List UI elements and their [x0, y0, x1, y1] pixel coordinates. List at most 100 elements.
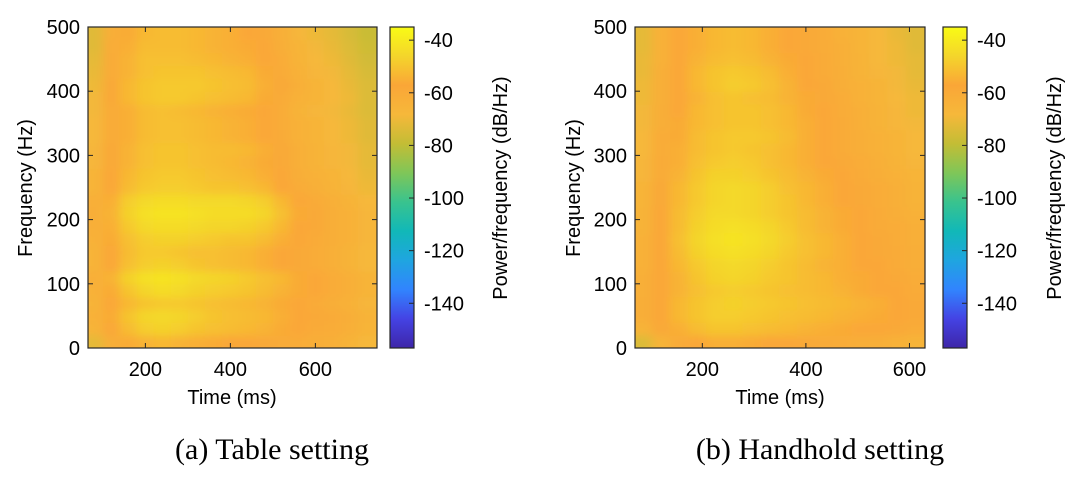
heatmap-cell: [88, 52, 104, 67]
heatmap-cell: [170, 219, 189, 234]
colorbar-tick-label: -80: [424, 135, 453, 157]
heatmap-cell: [905, 245, 925, 259]
heatmap-cell: [238, 168, 257, 182]
heatmap-cell: [669, 206, 689, 221]
heatmap-cell: [357, 219, 377, 234]
heatmap-cell: [869, 206, 889, 221]
heatmap-cell: [170, 258, 189, 272]
heatmap-cell: [187, 91, 206, 105]
heatmap-cell: [88, 245, 104, 259]
heatmap-cell: [778, 27, 798, 41]
colorbar-tick-label: -140: [424, 293, 464, 315]
heatmap-cell: [102, 309, 121, 323]
heatmap-cell: [833, 232, 852, 246]
heatmap-cell: [905, 155, 925, 169]
heatmap-cell: [796, 283, 816, 298]
heatmap-cell: [306, 65, 325, 79]
heatmap-cell: [221, 335, 240, 348]
heatmap-cell: [796, 193, 816, 208]
heatmap-cell: [289, 129, 308, 144]
colorbar-tick-label: -40: [977, 30, 1006, 52]
heatmap-cell: [796, 309, 816, 323]
heatmap-cell: [136, 91, 155, 105]
heatmap-cell: [153, 219, 172, 234]
colorbar-tick-label: -100: [977, 188, 1017, 210]
heatmap-cell: [742, 168, 762, 182]
heatmap-cell: [102, 155, 121, 169]
heatmap-cell: [204, 65, 223, 79]
heatmap-cell: [742, 245, 762, 259]
heatmap-cell: [760, 78, 780, 92]
heatmap-cell: [102, 129, 121, 144]
heatmap-cell: [669, 270, 689, 285]
heatmap-cell: [323, 245, 342, 259]
heatmap-cell: [760, 309, 780, 323]
heatmap-cell: [306, 232, 325, 246]
heatmap-cell: [833, 258, 852, 272]
heatmap-cell: [136, 270, 155, 285]
heatmap-cell: [651, 206, 671, 221]
heatmap-cell: [778, 219, 798, 234]
heatmap-cell: [221, 232, 240, 246]
heatmap-cell: [869, 193, 889, 208]
heatmap-cell: [306, 322, 325, 336]
heatmap-cell: [742, 142, 762, 156]
heatmap-cell: [102, 65, 121, 79]
heatmap-cell: [119, 78, 138, 92]
heatmap-cell: [272, 232, 291, 246]
heatmap-cell: [688, 129, 707, 144]
heatmap-cell: [724, 91, 744, 105]
heatmap-cell: [323, 335, 342, 348]
heatmap-cell: [869, 232, 889, 246]
heatmap-cell: [851, 91, 870, 105]
heatmap-cell: [204, 129, 223, 144]
heatmap-cell: [357, 322, 377, 336]
plot-frame-a: [87, 26, 378, 349]
heatmap-cell: [221, 142, 240, 156]
heatmap-cell: [688, 52, 707, 67]
heatmap-cell: [814, 219, 834, 234]
heatmap-cell: [136, 219, 155, 234]
heatmap-cell: [187, 52, 206, 67]
heatmap-cell: [102, 142, 121, 156]
heatmap-cell: [272, 206, 291, 221]
heatmap-cell: [238, 27, 257, 41]
heatmap-cell: [323, 155, 342, 169]
heatmap-cell: [635, 232, 653, 246]
heatmap-cell: [760, 27, 780, 41]
heatmap-cell: [357, 181, 377, 195]
heatmap-cell: [102, 168, 121, 182]
heatmap-cell: [778, 168, 798, 182]
heatmap-cell: [170, 206, 189, 221]
heatmap-cell: [357, 270, 377, 285]
heatmap-cell: [153, 155, 172, 169]
heatmap-cell: [153, 142, 172, 156]
heatmap-cell: [905, 283, 925, 298]
heatmap-cell: [651, 142, 671, 156]
heatmap-cell: [204, 322, 223, 336]
colorbar-tick-label: -40: [424, 30, 453, 52]
heatmap-cell: [340, 309, 359, 323]
heatmap-cell: [814, 116, 834, 131]
heatmap-cell: [357, 129, 377, 144]
heatmap-cell: [340, 52, 359, 67]
heatmap-cell: [340, 181, 359, 195]
heatmap-cell: [778, 206, 798, 221]
heatmap-cell: [706, 27, 725, 41]
heatmap-cell: [724, 296, 744, 311]
heatmap-cell: [289, 181, 308, 195]
heatmap-cell: [760, 322, 780, 336]
heatmap-cell: [136, 116, 155, 131]
heatmap-cell: [778, 322, 798, 336]
heatmap-cell: [153, 309, 172, 323]
heatmap-cell: [289, 116, 308, 131]
heatmap-cell: [724, 168, 744, 182]
colorbar-tick-label: -140: [977, 293, 1017, 315]
heatmap-cell: [238, 155, 257, 169]
heatmap-cell: [272, 322, 291, 336]
heatmap-cell: [221, 181, 240, 195]
panel-table-setting: 200 400 600 0 100 200 300 400 500 Time (ms) Fre…: [15, 17, 512, 466]
heatmap-cell: [814, 232, 834, 246]
heatmap-cell: [851, 104, 870, 118]
heatmap-cell: [724, 39, 744, 54]
